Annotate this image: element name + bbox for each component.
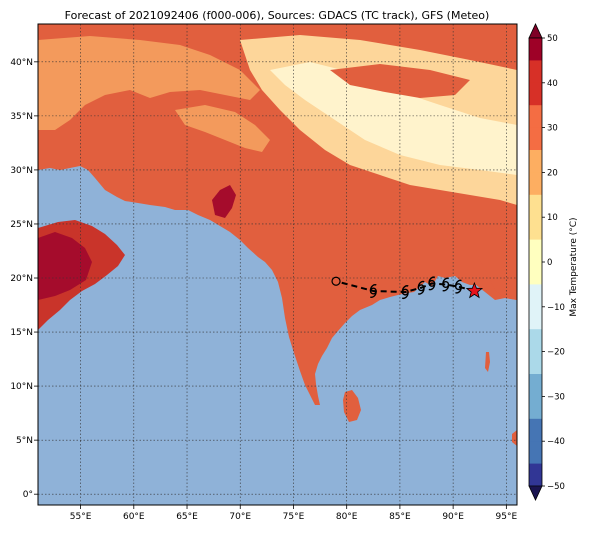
- lat-tick-label: 20°N: [10, 274, 33, 284]
- lat-tick-label: 0°: [23, 490, 33, 500]
- land-cold-tibet: [270, 62, 517, 175]
- colorbar-band: [529, 418, 542, 442]
- current-position-star-icon: [465, 281, 484, 299]
- land-sri-lanka: [343, 390, 361, 422]
- lat-tick-label: 25°N: [10, 220, 33, 230]
- lon-tick-label: 65°E: [176, 512, 198, 522]
- lon-tick-label: 75°E: [283, 512, 305, 522]
- cyclone-symbol-icon: [417, 280, 425, 295]
- colorbar-band: [529, 105, 542, 129]
- land-arabia-core: [38, 232, 92, 300]
- lon-tick-label: 95°E: [496, 512, 518, 522]
- map-frame: [37, 23, 518, 506]
- colorbar-band: [529, 374, 542, 397]
- lat-tick-label: 35°N: [10, 112, 33, 122]
- graticule: [38, 24, 517, 505]
- colorbar-tick-label: −30: [547, 392, 565, 402]
- cyclone-symbol-icon: [454, 279, 462, 294]
- land-mild-iran: [38, 36, 260, 130]
- land-mild-afghan: [175, 105, 270, 152]
- colorbar-band: [529, 172, 542, 196]
- colorbar-band: [529, 194, 542, 218]
- lon-tick-label: 90°E: [442, 512, 464, 522]
- map-area: [38, 24, 517, 505]
- colorbar-band: [529, 284, 542, 308]
- colorbar-band: [529, 82, 542, 106]
- cyclone-symbol-icon: [442, 277, 450, 292]
- track-start-circle-icon: [331, 276, 341, 286]
- colorbar-tick-label: 40: [547, 79, 558, 89]
- colorbar-tick-label: 30: [547, 124, 558, 134]
- lon-tick-label: 70°E: [229, 512, 251, 522]
- colorbar-tick-label: −50: [547, 482, 565, 492]
- colorbar-band: [529, 60, 542, 84]
- colorbar-tick-label: −40: [547, 437, 565, 447]
- colorbar-band: [529, 38, 542, 61]
- colorbar-tick-label: 50: [547, 34, 558, 44]
- lon-tick-label: 85°E: [389, 512, 411, 522]
- lon-tick-label: 60°E: [123, 512, 145, 522]
- lat-tick-label: 15°N: [10, 328, 33, 338]
- colorbar-band: [529, 306, 542, 330]
- lon-tick-label: 80°E: [336, 512, 358, 522]
- lat-tick-label: 40°N: [10, 58, 33, 68]
- colorbar-band: [529, 262, 542, 285]
- lat-tick-label: 5°N: [16, 436, 33, 446]
- cyclone-track: [331, 276, 484, 299]
- colorbar-band: [529, 463, 542, 487]
- cyclone-symbol-icon: [428, 276, 436, 291]
- colorbar-extend-min: [528, 485, 543, 501]
- colorbar-band: [529, 239, 542, 263]
- lat-tick-label: 30°N: [10, 166, 33, 176]
- land-myanmar: [470, 222, 517, 300]
- colorbar-band: [529, 329, 542, 353]
- colorbar-band: [529, 217, 542, 241]
- colorbar-band: [529, 396, 542, 420]
- colorbar-tick-label: 0: [547, 258, 552, 268]
- land-sumatra-tip: [512, 430, 517, 446]
- colorbar: 50 40 30 20 10 0 −10 −20 −30 −40 −50: [528, 23, 565, 501]
- colorbar-band: [529, 150, 542, 173]
- land-hot-pakistan: [212, 185, 236, 218]
- colorbar-tick-label: 10: [547, 213, 558, 223]
- land-andaman: [485, 352, 490, 372]
- colorbar-band: [529, 127, 542, 151]
- colorbar-band: [529, 441, 542, 465]
- lon-tick-label: 55°E: [70, 512, 92, 522]
- colorbar-tick-label: −20: [547, 348, 565, 358]
- colorbar-label: Max Temperature (°C): [569, 217, 579, 316]
- axis-ticks: 55°E 60°E 65°E 70°E 75°E 80°E 85°E 90°E 95°E 0° 5°…: [10, 58, 517, 522]
- cyclone-symbol-icon: [401, 285, 409, 299]
- colorbar-band: [529, 351, 542, 375]
- colorbar-tick-label: 20: [547, 168, 558, 178]
- colorbar-extend-max: [528, 23, 543, 39]
- figure-title: Forecast of 2021092406 (f000-006), Sourc…: [65, 9, 490, 22]
- lat-tick-label: 10°N: [10, 382, 33, 392]
- colorbar-tick-label: −10: [547, 303, 565, 313]
- cyclone-symbol-icon: [369, 284, 377, 298]
